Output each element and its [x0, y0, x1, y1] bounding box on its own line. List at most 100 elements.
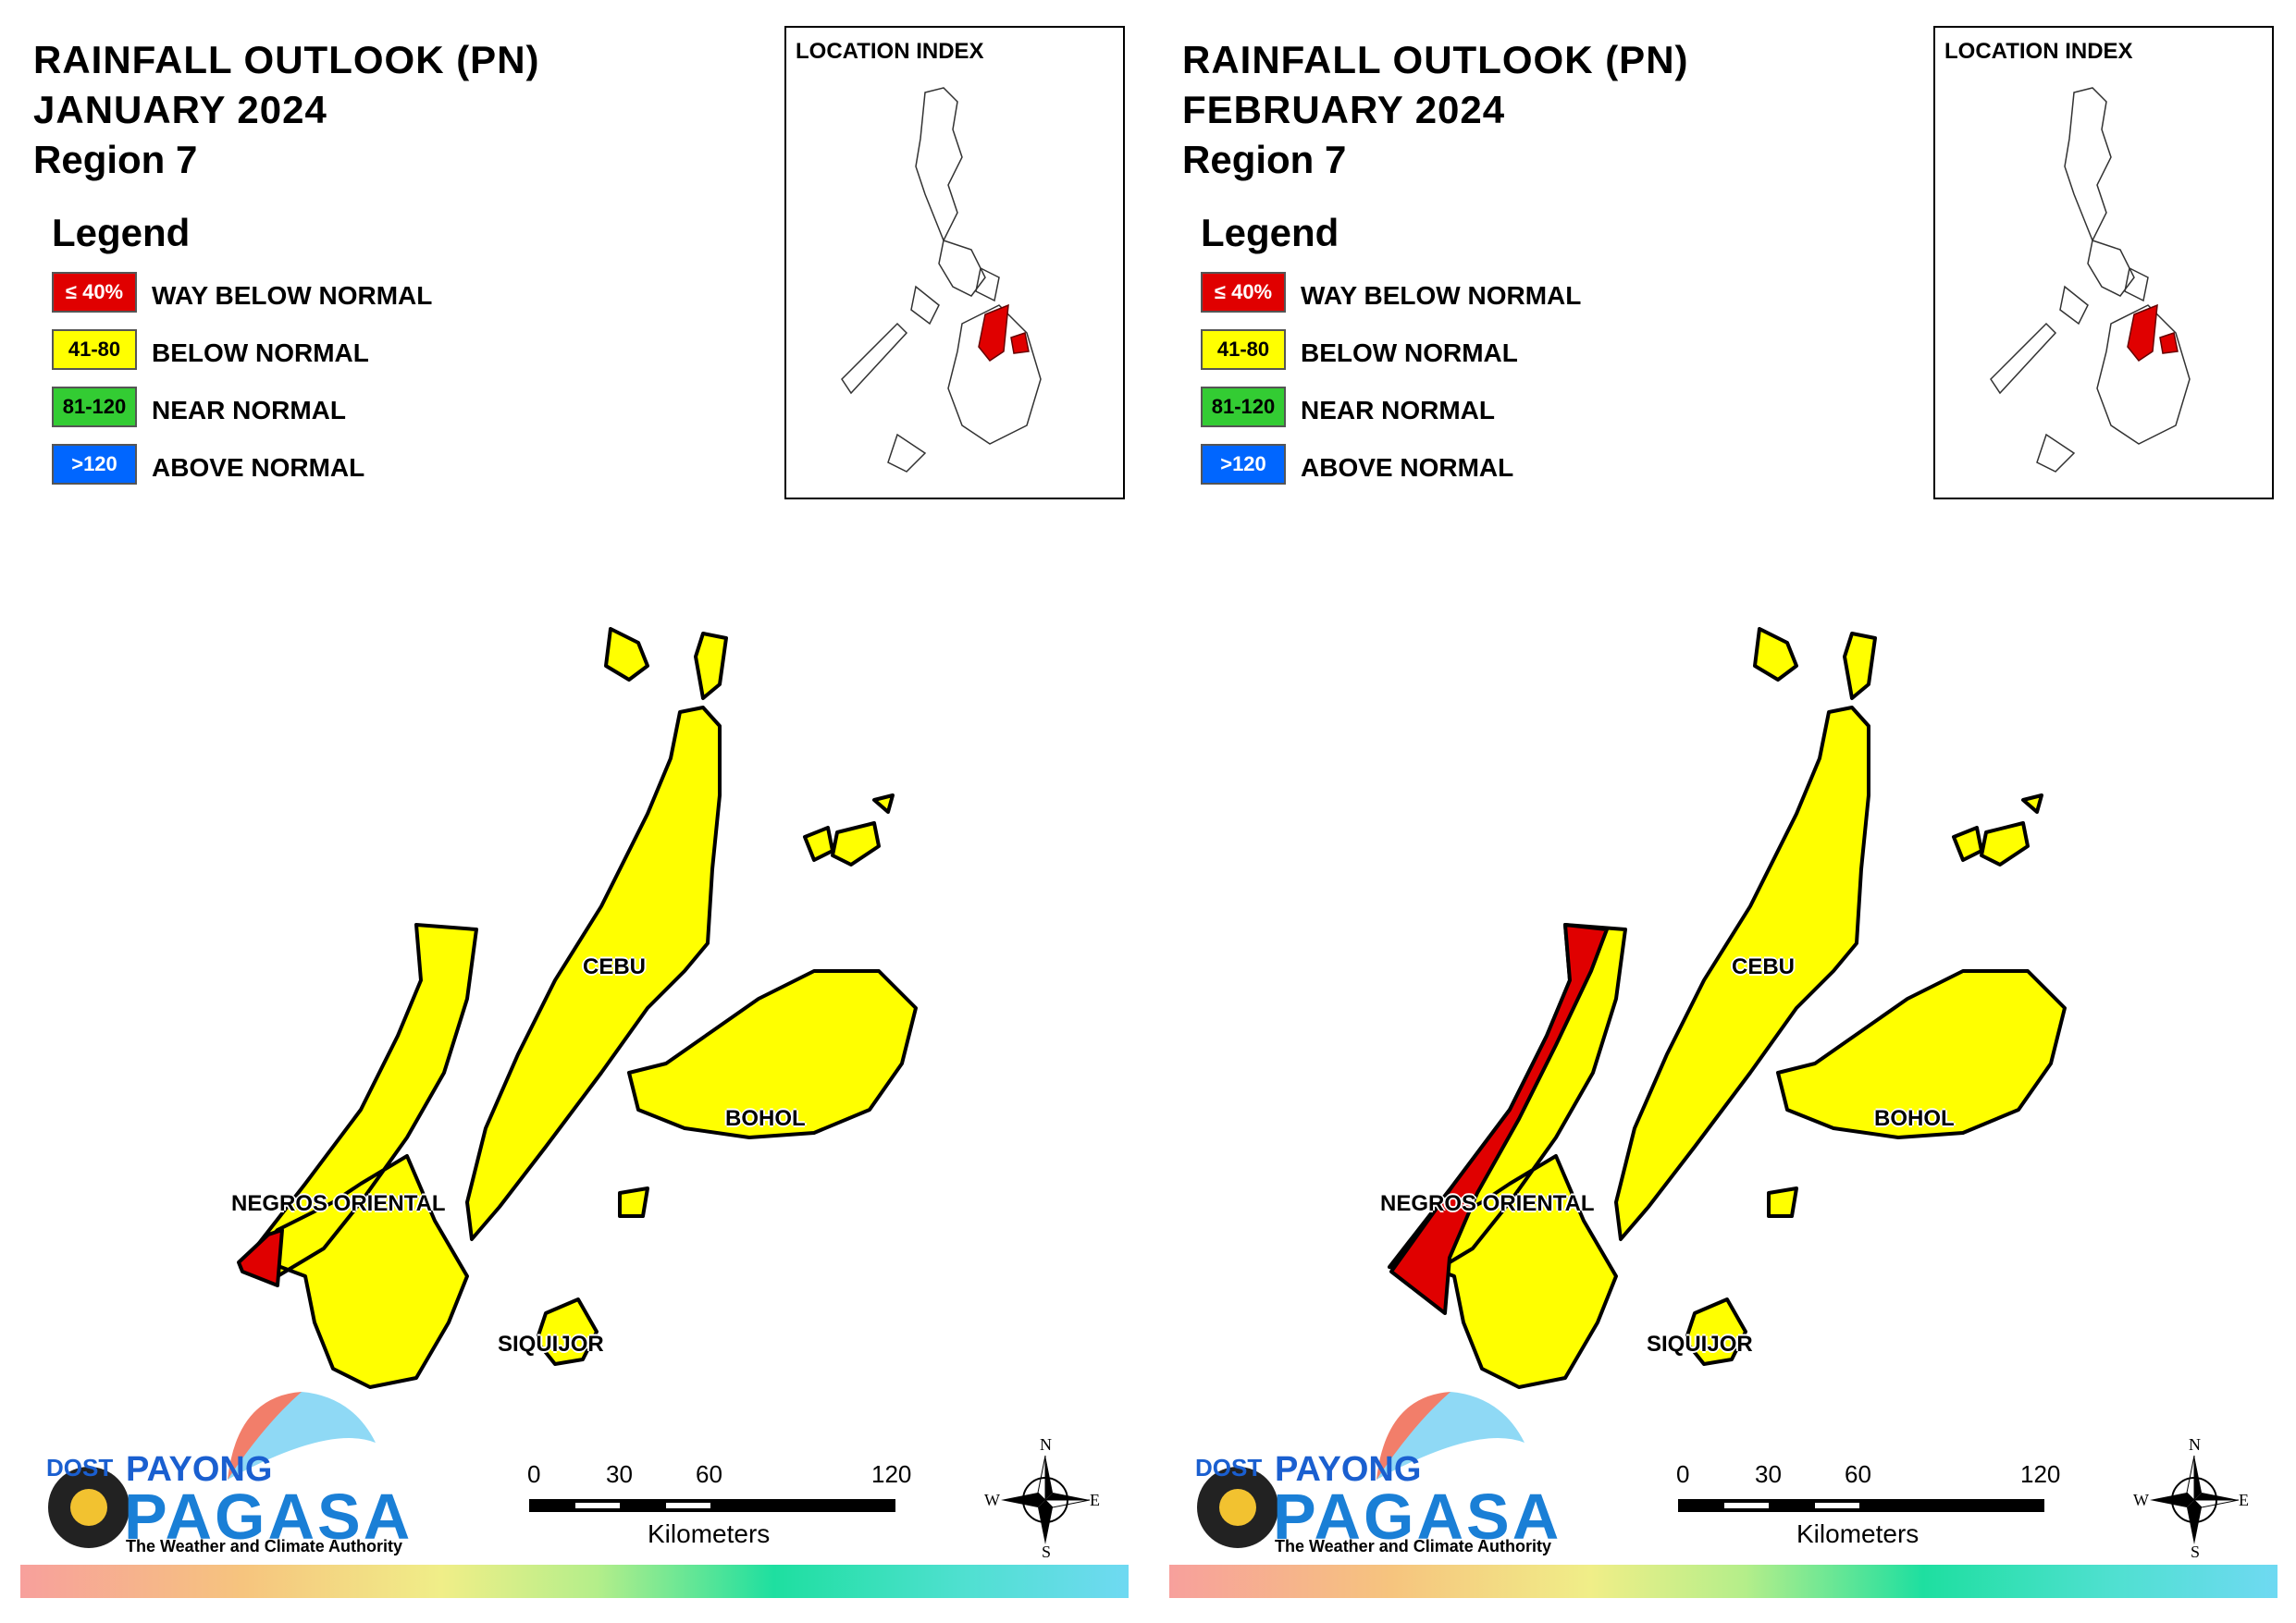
legend-swatch: ≤ 40%	[1201, 272, 1286, 313]
title-line-3: Region 7	[33, 138, 198, 181]
title-line-3: Region 7	[1182, 138, 1347, 181]
logo-payong: PAYONG	[126, 1450, 273, 1489]
region-7-map	[237, 627, 918, 1389]
legend-label: NEAR NORMAL	[1301, 396, 1495, 424]
location-index: LOCATION INDEX	[784, 26, 1125, 499]
gradient-footer-bar	[20, 1565, 1129, 1598]
negros-oriental-label: NEGROS ORIENTAL	[231, 1191, 446, 1216]
payong-pagasa-logo: DOST PAYONG PAGASA The Weather and Clima…	[1182, 1387, 1559, 1563]
camotes-island	[1980, 821, 2030, 867]
negros-oriental-way-below-zone	[1389, 923, 1609, 1315]
camotes-island	[1952, 826, 1983, 862]
compass-n: N	[2189, 1435, 2201, 1454]
legend-swatch: >120	[1201, 444, 1286, 485]
legend-label: ABOVE NORMAL	[1301, 453, 1514, 482]
scale-tick: 30	[606, 1460, 633, 1488]
logo-tagline: The Weather and Climate Authority	[1275, 1537, 1552, 1555]
legend-item-above: >120 ABOVE NORMAL	[1201, 444, 1513, 501]
january-panel: RAINFALL OUTLOOK (PN) JANUARY 2024 Regio…	[0, 0, 1147, 1623]
legend-label: WAY BELOW NORMAL	[152, 281, 433, 310]
scale-bar-graphic	[529, 1499, 895, 1512]
title-line-1: RAINFALL OUTLOOK (PN)	[1182, 38, 1689, 81]
legend-swatch: 41-80	[52, 329, 137, 370]
legend-title: Legend	[1201, 211, 1339, 254]
cebu-islet	[1753, 627, 1798, 682]
scale-tick: 120	[871, 1460, 912, 1488]
location-index-title: LOCATION INDEX	[1944, 39, 2133, 64]
legend: Legend ≤ 40% WAY BELOW NORMAL 41-80 BELO…	[52, 211, 432, 501]
scale-tick: 30	[1755, 1460, 1782, 1488]
bohol-islet	[1767, 1187, 1798, 1218]
scale-tick: 60	[1845, 1460, 1871, 1488]
compass-w: W	[984, 1491, 1000, 1509]
cebu-islet	[694, 632, 728, 700]
cebu-islet	[1843, 632, 1877, 700]
negros-oriental-way-below-zone	[237, 1228, 284, 1287]
siquijor-province	[1684, 1297, 1747, 1366]
compass-rose-icon	[1001, 1455, 1091, 1544]
legend-label: NEAR NORMAL	[152, 396, 346, 424]
compass-s: S	[1042, 1543, 1052, 1561]
siquijor-province	[535, 1297, 599, 1366]
legend-item-way-below: ≤ 40% WAY BELOW NORMAL	[52, 272, 432, 329]
scale-tick: 120	[2020, 1460, 2061, 1488]
legend-label: BELOW NORMAL	[1301, 338, 1518, 367]
logo-payong: PAYONG	[1275, 1450, 1422, 1489]
location-index-title: LOCATION INDEX	[796, 39, 984, 64]
bohol-province	[1776, 969, 2067, 1139]
scale-tick: 0	[1676, 1460, 1690, 1488]
bohol-islet	[618, 1187, 649, 1218]
philippines-outline-map	[841, 87, 1042, 473]
compass-n: N	[1040, 1435, 1052, 1454]
title-line-2: FEBRUARY 2024	[1182, 88, 1506, 131]
negros-oriental-label: NEGROS ORIENTAL	[1380, 1191, 1595, 1216]
negros-oriental-province	[1388, 923, 1627, 1389]
scale-bar-graphic	[1678, 1499, 2044, 1512]
north-arrow: N E S W	[2133, 1435, 2250, 1561]
legend-swatch: 81-120	[52, 387, 137, 427]
legend-item-above: >120 ABOVE NORMAL	[52, 444, 364, 501]
compass-e: E	[2239, 1491, 2249, 1509]
scale-bar: 0 30 60 120 Kilometers	[1676, 1457, 2065, 1558]
logo-pagasa: PAGASA	[124, 1481, 414, 1553]
cebu-label: CEBU	[1732, 954, 1796, 979]
bohol-province	[627, 969, 918, 1139]
legend-title: Legend	[52, 211, 191, 254]
cebu-islet	[604, 627, 649, 682]
legend-label: BELOW NORMAL	[152, 338, 369, 367]
cebu-label: CEBU	[583, 954, 647, 979]
logo-pagasa: PAGASA	[1273, 1481, 1562, 1553]
scale-tick: 60	[696, 1460, 722, 1488]
cebu-province	[465, 706, 722, 1241]
map-title: RAINFALL OUTLOOK (PN) JANUARY 2024 Regio…	[33, 35, 540, 185]
legend-swatch: >120	[52, 444, 137, 485]
scale-bar: 0 30 60 120 Kilometers	[527, 1457, 916, 1558]
logo-dost: DOST	[1195, 1454, 1263, 1482]
negros-oriental-province	[239, 923, 478, 1389]
camotes-island	[803, 826, 834, 862]
legend-item-near: 81-120 NEAR NORMAL	[52, 387, 346, 444]
logo-tagline: The Weather and Climate Authority	[126, 1537, 403, 1555]
scale-unit: Kilometers	[648, 1519, 771, 1548]
compass-e: E	[1090, 1491, 1100, 1509]
title-line-2: JANUARY 2024	[33, 88, 327, 131]
february-panel: RAINFALL OUTLOOK (PN) FEBRUARY 2024 Regi…	[1149, 0, 2296, 1623]
camotes-island	[872, 793, 895, 814]
legend-label: WAY BELOW NORMAL	[1301, 281, 1582, 310]
map-title: RAINFALL OUTLOOK (PN) FEBRUARY 2024 Regi…	[1182, 35, 1689, 185]
bohol-label: BOHOL	[725, 1106, 806, 1131]
legend-label: ABOVE NORMAL	[152, 453, 365, 482]
umbrella-icon	[48, 1392, 376, 1548]
scale-unit: Kilometers	[1796, 1519, 1920, 1548]
gradient-footer-bar	[1169, 1565, 2277, 1598]
legend-swatch: 41-80	[1201, 329, 1286, 370]
compass-rose-icon	[2150, 1455, 2240, 1544]
legend-swatch: ≤ 40%	[52, 272, 137, 313]
legend-item-way-below: ≤ 40% WAY BELOW NORMAL	[1201, 272, 1581, 329]
cebu-province	[1614, 706, 1870, 1241]
umbrella-icon	[1197, 1392, 1524, 1548]
bohol-label: BOHOL	[1874, 1106, 1955, 1131]
legend: Legend ≤ 40% WAY BELOW NORMAL 41-80 BELO…	[1201, 211, 1581, 501]
location-index: LOCATION INDEX	[1933, 26, 2274, 499]
siquijor-label: SIQUIJOR	[498, 1332, 604, 1357]
